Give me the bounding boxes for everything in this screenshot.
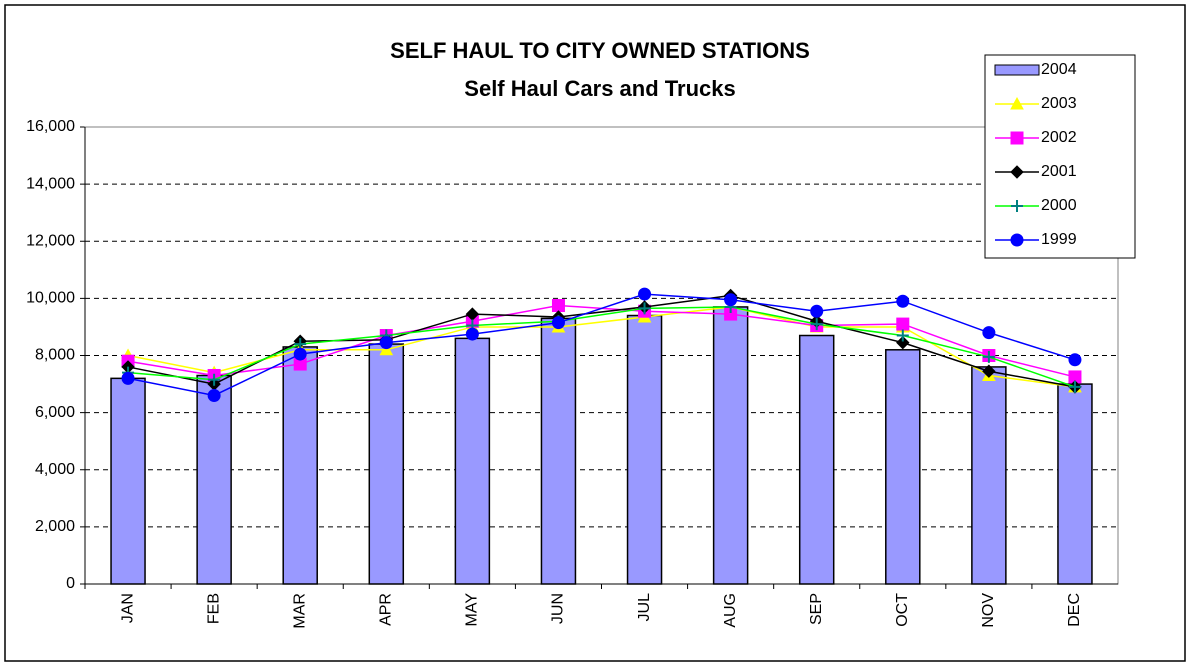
marker	[121, 371, 135, 385]
bar	[196, 374, 232, 585]
marker	[379, 336, 393, 350]
y-tick-label: 12,000	[26, 232, 75, 249]
marker	[982, 350, 995, 363]
bar	[454, 337, 491, 585]
line	[127, 306, 1076, 388]
marker	[1068, 380, 1081, 393]
x-tick-label: AUG	[722, 593, 739, 628]
marker	[551, 299, 565, 313]
marker	[638, 302, 651, 315]
y-tick-label: 10,000	[26, 290, 75, 307]
y-tick-label: 0	[66, 575, 75, 592]
x-tick-label: JUN	[550, 593, 567, 624]
marker	[1010, 131, 1024, 145]
marker	[379, 342, 394, 356]
marker	[293, 347, 307, 361]
y-tick-label: 6,000	[35, 404, 75, 421]
marker	[896, 329, 909, 342]
x-tick-label: SEP	[808, 593, 825, 625]
x-tick-label: NOV	[980, 593, 997, 628]
marker	[465, 327, 479, 341]
legend-label: 2004	[1041, 61, 1077, 78]
bar	[368, 343, 405, 585]
marker	[810, 304, 824, 318]
x-tick-label: APR	[378, 593, 395, 626]
marker	[896, 335, 910, 350]
marker	[1068, 353, 1082, 367]
y-tick-label: 2,000	[35, 518, 75, 535]
x-tick-label: DEC	[1066, 593, 1083, 627]
legend-box	[984, 54, 1136, 259]
legend-label: 2000	[1041, 197, 1077, 214]
chart-title: SELF HAUL TO CITY OWNED STATIONS	[390, 38, 810, 63]
x-tick-label: MAR	[291, 593, 308, 629]
y-tick-label: 4,000	[35, 461, 75, 478]
bar	[540, 317, 577, 585]
legend: 2004 2003 2002 2001 2000 1999	[984, 54, 1136, 259]
marker	[982, 326, 996, 340]
x-tick-label: MAY	[464, 593, 481, 627]
legend-swatch	[994, 64, 1040, 76]
marker	[638, 287, 652, 301]
bar	[798, 334, 835, 585]
legend-label: 2002	[1041, 129, 1077, 146]
line	[127, 306, 1076, 388]
x-tick-label: JUL	[636, 593, 653, 622]
marker	[551, 316, 565, 330]
marker	[1010, 96, 1024, 110]
marker	[896, 317, 910, 331]
x-tick-label: JAN	[119, 593, 136, 623]
line	[127, 294, 1076, 388]
bar	[282, 346, 318, 585]
legend-label: 1999	[1041, 231, 1077, 248]
y-tick-label: 14,000	[26, 175, 75, 192]
line	[127, 293, 1076, 397]
marker	[724, 293, 738, 307]
chart-subtitle: Self Haul Cars and Trucks	[464, 76, 735, 101]
x-tick-label: FEB	[205, 593, 222, 624]
bar	[712, 306, 749, 585]
marker	[982, 364, 996, 378]
marker	[1011, 200, 1023, 212]
marker	[896, 294, 910, 308]
bar	[1057, 383, 1093, 585]
marker	[208, 373, 221, 386]
marker	[810, 318, 823, 331]
bar	[885, 349, 921, 585]
bar	[626, 314, 663, 585]
legend-label: 2001	[1041, 163, 1077, 180]
legend-label: 2003	[1041, 95, 1077, 112]
marker	[1010, 233, 1024, 247]
marker	[1010, 165, 1024, 179]
bar	[971, 366, 1007, 585]
y-tick-label: 8,000	[35, 347, 75, 364]
marker	[207, 388, 221, 402]
y-tick-label: 16,000	[26, 118, 75, 135]
x-tick-label: OCT	[894, 593, 911, 627]
bar	[110, 377, 146, 585]
